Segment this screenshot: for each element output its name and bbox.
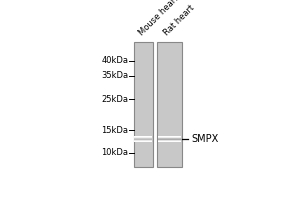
Bar xyxy=(158,137,181,138)
Text: 35kDa: 35kDa xyxy=(101,71,128,80)
Text: 40kDa: 40kDa xyxy=(101,56,128,65)
Text: SMPX: SMPX xyxy=(191,134,218,144)
Bar xyxy=(134,139,152,140)
Bar xyxy=(158,139,181,140)
Bar xyxy=(158,136,181,137)
Bar xyxy=(134,137,152,138)
Bar xyxy=(134,138,152,139)
Bar xyxy=(134,42,153,167)
Bar xyxy=(134,140,152,141)
Text: Mouse heart: Mouse heart xyxy=(137,0,180,38)
Bar xyxy=(134,141,152,142)
Text: Rat heart: Rat heart xyxy=(163,4,197,38)
Bar xyxy=(158,141,181,142)
Text: 10kDa: 10kDa xyxy=(101,148,128,157)
Bar xyxy=(158,138,181,139)
Text: 25kDa: 25kDa xyxy=(101,95,128,104)
Bar xyxy=(158,140,181,141)
Bar xyxy=(157,42,182,167)
Text: 15kDa: 15kDa xyxy=(101,126,128,135)
Bar xyxy=(134,136,152,137)
